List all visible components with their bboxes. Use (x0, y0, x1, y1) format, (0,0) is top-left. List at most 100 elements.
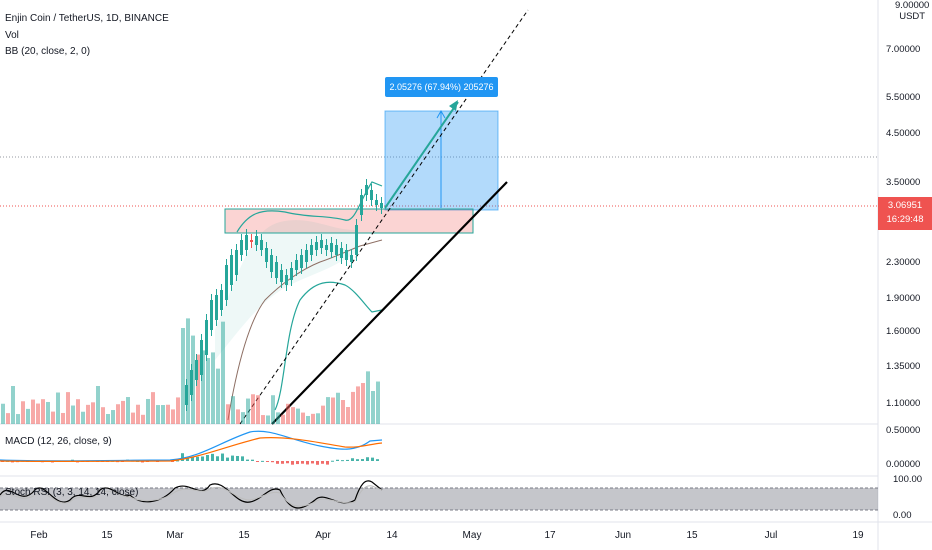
volume-bar (256, 395, 260, 424)
macd-hist-bar (321, 461, 324, 464)
macd-hist-bar (206, 455, 209, 461)
macd-hist-bar (171, 461, 174, 462)
candle-body (380, 203, 383, 208)
macd-hist-bar (281, 461, 284, 464)
volume-bar (376, 381, 380, 424)
volume-bar (46, 401, 50, 424)
price-label: 3.50000 (886, 177, 921, 188)
volume-bar (96, 386, 100, 424)
volume-bar (116, 404, 120, 424)
macd-hist-bar (326, 461, 329, 465)
volume-bar (21, 401, 25, 424)
macd-hist-bar (231, 455, 234, 461)
volume-bar (216, 368, 220, 424)
macd-hist-bar (256, 461, 259, 462)
volume-bar (151, 392, 155, 424)
macd-hist-bar (196, 456, 199, 461)
volume-bar (251, 394, 255, 424)
volume-bar (236, 409, 240, 424)
volume-bar (341, 400, 345, 424)
macd-hist-bar (211, 453, 214, 461)
volume-bar (201, 350, 205, 424)
candle-body (375, 200, 378, 205)
volume-bar (141, 414, 145, 424)
macd-axis-label: 0.50000 (886, 425, 921, 436)
macd-hist-bar (221, 453, 224, 461)
volume-bar (271, 395, 275, 424)
candle-body (225, 265, 228, 300)
volume-bar (176, 397, 180, 424)
volume-bar (196, 354, 200, 424)
time-label: Apr (315, 530, 331, 541)
candle-body (210, 300, 213, 330)
volume-bar (56, 392, 60, 424)
vol-legend: Vol (5, 30, 19, 41)
volume-bar (226, 404, 230, 424)
time-label: 17 (544, 530, 556, 541)
candle-body (255, 236, 258, 245)
time-label: May (462, 530, 482, 541)
volume-bar (136, 404, 140, 424)
macd-hist-bar (316, 461, 319, 465)
time-label: Mar (166, 530, 184, 541)
volume-bar (26, 408, 30, 424)
macd-hist-bar (291, 461, 294, 465)
price-axis-top: 9.00000 USDT (895, 0, 930, 22)
volume-bar (66, 392, 70, 424)
volume-bar (181, 328, 185, 424)
macd-hist-bar (191, 457, 194, 461)
candle-body (285, 275, 288, 285)
candle-body (250, 240, 253, 242)
time-label: Jul (764, 530, 778, 541)
volume-bar (306, 415, 310, 424)
macd-hist-bar (236, 455, 239, 461)
candle-body (270, 255, 273, 272)
volume-bar (351, 391, 355, 424)
stoch-legend: Stoch RSI (3, 3, 14, 14, close) (5, 487, 139, 498)
volume-bar (316, 413, 320, 424)
stoch-axis-label: 100.00 (893, 474, 923, 485)
volume-bar (366, 371, 370, 424)
volume-bar (336, 392, 340, 424)
macd-hist-bar (351, 458, 354, 461)
volume-bar (31, 399, 35, 424)
macd-hist-bar (366, 457, 369, 461)
macd-hist-bar (356, 459, 359, 461)
macd-hist-bar (271, 461, 274, 463)
macd-hist-bar (226, 457, 229, 461)
volume-bar (291, 407, 295, 424)
macd-hist-bar (266, 461, 269, 462)
trendline-solid (271, 181, 508, 425)
candle-body (215, 295, 218, 320)
current-price-badge: 3.06951 16:29:48 (878, 197, 932, 230)
macd-hist-bar (216, 456, 219, 461)
macd-hist-bar (376, 459, 379, 461)
volume-bar (211, 352, 215, 424)
candle-body (345, 250, 348, 260)
stoch-axis-label: 0.00 (893, 510, 912, 521)
candle-body (185, 385, 188, 405)
volume-bar (356, 386, 360, 424)
candle-body (360, 195, 363, 215)
time-label: 15 (238, 530, 250, 541)
volume-bar (76, 399, 80, 424)
time-label: Feb (30, 530, 48, 541)
macd-hist-bar (346, 459, 349, 461)
volume-bar (101, 407, 105, 424)
macd-hist-bar (141, 461, 144, 463)
volume-bar (121, 400, 125, 424)
candle-body (370, 190, 373, 200)
macd-hist-bar (286, 461, 289, 464)
price-label: 7.00000 (886, 44, 921, 55)
time-label: Jun (614, 530, 632, 541)
macd-hist-bar (341, 460, 344, 462)
macd-hist-bar (261, 460, 264, 462)
candle-body (310, 245, 313, 255)
candle-body (365, 185, 368, 195)
volume-bar (361, 383, 365, 424)
volume-bar (161, 405, 165, 424)
candle-body (350, 255, 353, 262)
candle-body (290, 268, 293, 280)
price-label: 1.10000 (886, 398, 921, 409)
